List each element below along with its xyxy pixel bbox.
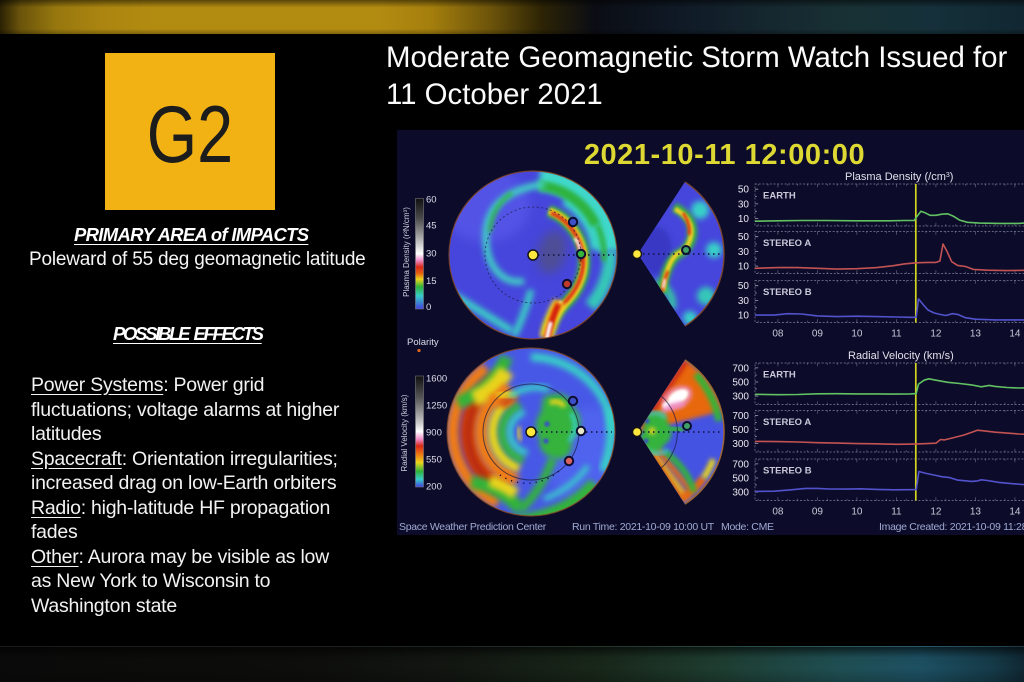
svg-text:30: 30 (738, 247, 750, 258)
svg-text:15: 15 (426, 276, 437, 287)
svg-text:60: 60 (426, 195, 437, 206)
svg-text:10: 10 (738, 214, 750, 225)
svg-text:700: 700 (732, 363, 749, 374)
svg-text:500: 500 (732, 474, 749, 485)
svg-text:50: 50 (738, 281, 750, 292)
svg-text:900: 900 (426, 428, 442, 439)
svg-text:12: 12 (930, 507, 942, 518)
svg-text:STEREO A: STEREO A (763, 417, 811, 428)
svg-text:300: 300 (732, 392, 749, 403)
svg-text:300: 300 (732, 439, 749, 450)
svg-text:14: 14 (1009, 507, 1021, 518)
svg-text:Plasma Density (/cm3): Plasma Density (/cm3) (845, 171, 953, 183)
svg-text:550: 550 (426, 455, 442, 466)
svg-text:EARTH: EARTH (763, 370, 796, 381)
svg-text:13: 13 (970, 507, 982, 518)
svg-text:10: 10 (851, 329, 863, 340)
svg-text:10: 10 (738, 311, 750, 322)
svg-text:45: 45 (426, 221, 437, 232)
svg-text:STEREO A: STEREO A (763, 238, 811, 249)
svg-text:50: 50 (738, 232, 750, 243)
svg-text:700: 700 (732, 459, 749, 470)
svg-text:50: 50 (738, 185, 750, 196)
svg-text:STEREO B: STEREO B (763, 466, 812, 477)
svg-text:30: 30 (738, 199, 750, 210)
svg-text:09: 09 (812, 507, 824, 518)
svg-text:STEREO B: STEREO B (763, 287, 812, 298)
svg-text:14: 14 (1009, 329, 1021, 340)
svg-text:12: 12 (930, 329, 942, 340)
svg-text:10: 10 (738, 262, 750, 273)
svg-text:EARTH: EARTH (763, 191, 796, 202)
svg-text:500: 500 (732, 425, 749, 436)
svg-text:11: 11 (891, 507, 902, 518)
svg-text:08: 08 (772, 507, 784, 518)
svg-text:08: 08 (772, 329, 784, 340)
svg-text:Radial Velocity (km/s): Radial Velocity (km/s) (848, 350, 954, 362)
svg-text:200: 200 (426, 482, 442, 493)
svg-text:30: 30 (738, 296, 750, 307)
svg-text:10: 10 (851, 507, 863, 518)
svg-text:Radial Velocity (km/s): Radial Velocity (km/s) (400, 394, 409, 471)
svg-text:13: 13 (970, 329, 982, 340)
svg-text:11: 11 (891, 329, 902, 340)
svg-text:Polarity: Polarity (407, 337, 439, 348)
svg-text:1600: 1600 (426, 374, 447, 385)
svg-text:0: 0 (426, 302, 431, 313)
svg-text:300: 300 (732, 488, 749, 499)
svg-text:09: 09 (812, 329, 824, 340)
svg-text:30: 30 (426, 248, 437, 259)
svg-text:500: 500 (732, 378, 749, 389)
svg-text:700: 700 (732, 411, 749, 422)
svg-text:1250: 1250 (426, 401, 447, 412)
svg-text:Plasma Density (r²N/cm³): Plasma Density (r²N/cm³) (402, 207, 411, 297)
